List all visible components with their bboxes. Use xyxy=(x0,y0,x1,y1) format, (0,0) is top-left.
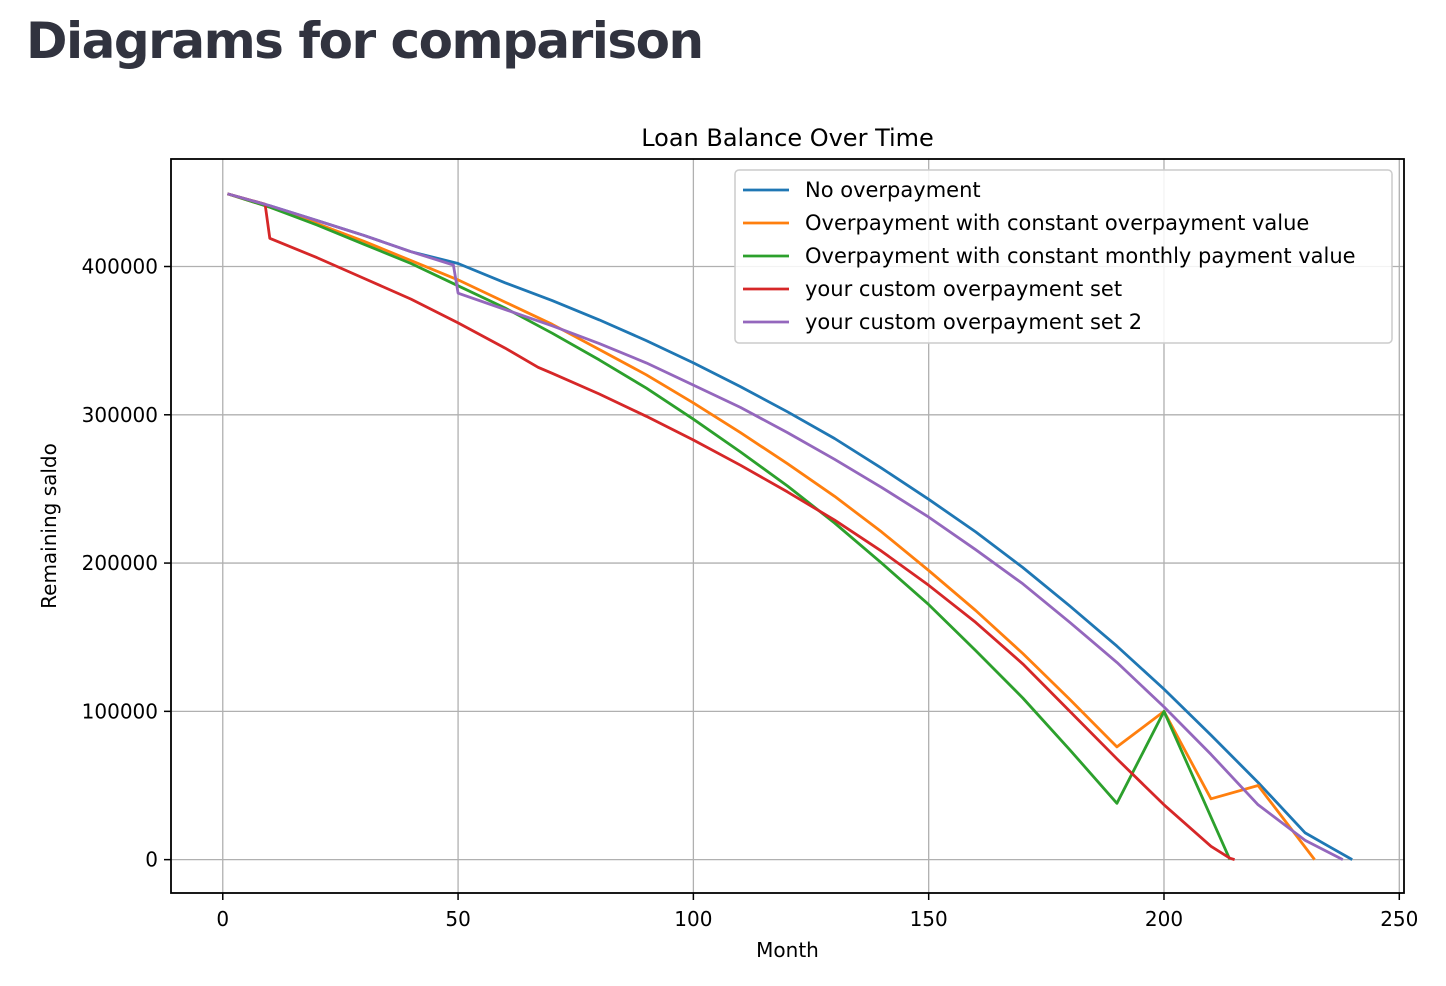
plot-frame xyxy=(170,158,1405,894)
series-line-4 xyxy=(227,192,1235,861)
x-tick-label: 50 xyxy=(445,907,470,931)
legend-entry-4: your custom overpayment set xyxy=(805,277,1122,301)
series-lines xyxy=(227,192,1353,861)
page-title: Diagrams for comparison xyxy=(26,12,704,70)
series-line-5 xyxy=(227,192,1344,861)
x-tick-label: 0 xyxy=(216,907,229,931)
legend: No overpayment Overpayment with constant … xyxy=(734,169,1393,344)
x-axis-label: Month xyxy=(756,938,819,962)
legend-box xyxy=(734,169,1393,344)
y-axis-label: Remaining saldo xyxy=(37,443,61,609)
x-tick-label: 150 xyxy=(910,907,948,931)
chart-title: Loan Balance Over Time xyxy=(641,124,934,152)
legend-entry-3: Overpayment with constant monthly paymen… xyxy=(805,244,1356,268)
x-tick-label: 200 xyxy=(1145,907,1183,931)
y-tick-label: 200000 xyxy=(82,551,158,575)
series-line-3 xyxy=(227,192,1232,861)
y-tick-label: 300000 xyxy=(82,403,158,427)
legend-entry-2: Overpayment with constant overpayment va… xyxy=(805,211,1309,235)
series-line-2 xyxy=(227,192,1316,861)
legend-entry-1: No overpayment xyxy=(805,178,981,202)
y-tick-label: 0 xyxy=(145,848,158,872)
y-tick-label: 400000 xyxy=(82,255,158,279)
y-tick-label: 100000 xyxy=(82,699,158,723)
x-tick-label: 100 xyxy=(674,907,712,931)
legend-entry-5: your custom overpayment set 2 xyxy=(805,310,1142,334)
axis-ticks: 0 50 100 150 200 250 0 100000 200000 300000 400000 xyxy=(82,255,1419,931)
x-tick-label: 250 xyxy=(1380,907,1418,931)
